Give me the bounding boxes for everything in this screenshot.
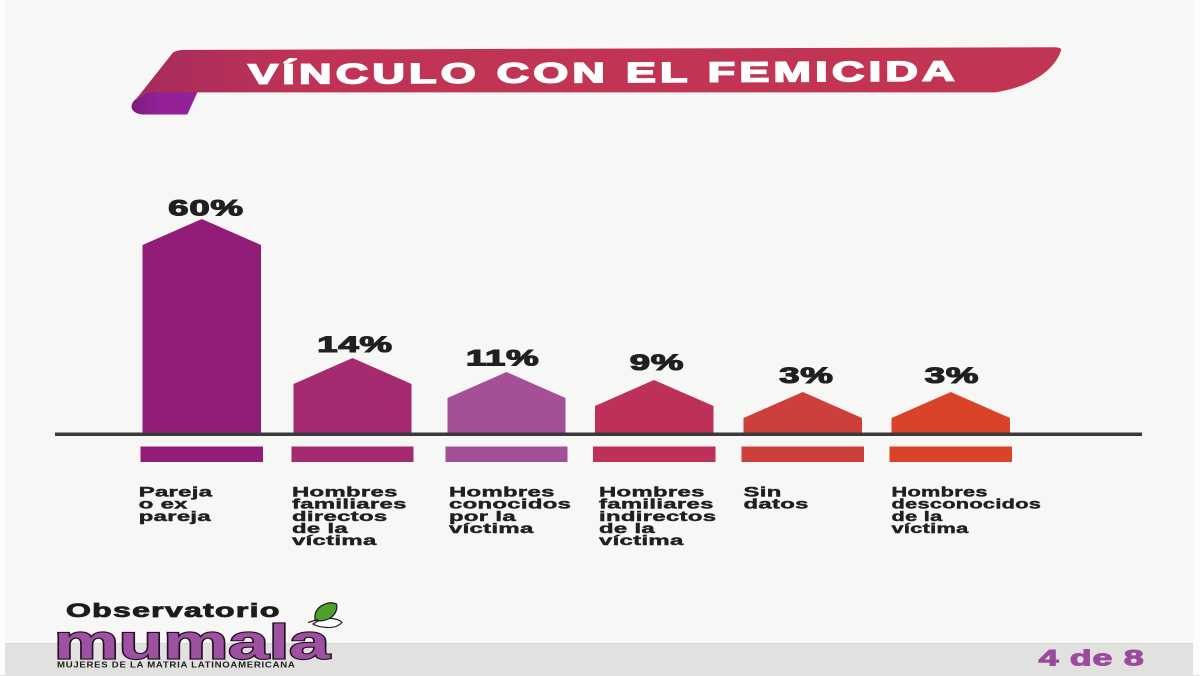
svg-text:mumala: mumala bbox=[54, 616, 330, 670]
svg-text:9%: 9% bbox=[630, 351, 684, 375]
svg-text:14%: 14% bbox=[317, 333, 393, 357]
svg-text:4 de 8: 4 de 8 bbox=[1039, 646, 1145, 671]
svg-text:11%: 11% bbox=[466, 346, 540, 370]
svg-text:Observatorio: Observatorio bbox=[66, 599, 281, 621]
svg-text:3%: 3% bbox=[925, 364, 979, 388]
svg-text:VÍNCULO CON EL FEMICIDA: VÍNCULO CON EL FEMICIDA bbox=[248, 55, 959, 90]
svg-text:60%: 60% bbox=[168, 197, 244, 221]
svg-text:3%: 3% bbox=[779, 364, 833, 388]
svg-text:MUJERES DE LA MATRIA LATINOAME: MUJERES DE LA MATRIA LATINOAMERICANA bbox=[57, 660, 296, 669]
